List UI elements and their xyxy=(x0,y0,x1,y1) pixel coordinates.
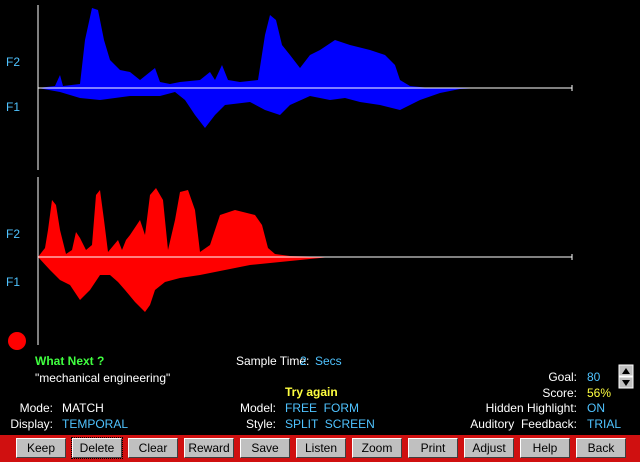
toolbar-button[interactable]: Help xyxy=(520,438,570,458)
toolbar-button[interactable]: Listen xyxy=(296,438,346,458)
setting-label: Hidden Highlight: xyxy=(485,401,577,415)
goal-value: 80 xyxy=(587,370,601,384)
setting-value: ON xyxy=(587,401,605,415)
sample-time-value: 2 xyxy=(300,354,307,368)
toolbar-button[interactable]: Save xyxy=(240,438,290,458)
goal-label: Goal: xyxy=(548,370,577,384)
f1-label: F1 xyxy=(6,100,21,114)
setting-label: Display: xyxy=(10,417,53,431)
user-contour xyxy=(38,188,330,312)
toolbar-button[interactable]: Keep xyxy=(16,438,66,458)
toolbar-button[interactable]: Adjust xyxy=(464,438,514,458)
score-value: 56% xyxy=(587,386,612,400)
button-bar: Keep Delete Clear Reward Save Listen Zoom Print… xyxy=(0,435,640,462)
toolbar-button[interactable]: Reward xyxy=(184,438,234,458)
prompt-title: What Next ? xyxy=(35,354,105,368)
setting-value: SPLIT SCREEN xyxy=(285,417,375,431)
lower-plot xyxy=(37,177,573,345)
sample-time-label: Sample Time: xyxy=(236,354,310,368)
setting-value: TEMPORAL xyxy=(62,417,129,431)
setting-label: Auditory Feedback: xyxy=(470,417,577,431)
f1-label: F1 xyxy=(6,275,21,289)
setting-value: TRIAL xyxy=(587,417,622,431)
display-area xyxy=(8,5,634,389)
upper-plot xyxy=(37,5,573,170)
f2-label: F2 xyxy=(6,227,21,241)
setting-value: FREE FORM xyxy=(285,401,359,415)
model-contour xyxy=(38,8,480,128)
toolbar-button[interactable]: Delete xyxy=(71,437,123,459)
goal-spinner[interactable] xyxy=(618,364,634,389)
setting-value: MATCH xyxy=(62,401,104,415)
sample-time-unit: Secs xyxy=(315,354,342,368)
f2-label: F2 xyxy=(6,55,21,69)
toolbar-button[interactable]: Back xyxy=(576,438,626,458)
score-label: Score: xyxy=(542,386,577,400)
setting-label: Mode: xyxy=(19,401,53,415)
prompt-phrase: "mechanical engineering" xyxy=(35,371,171,385)
toolbar-button[interactable]: Clear xyxy=(128,438,178,458)
setting-label: Model: xyxy=(239,401,276,415)
toolbar-button[interactable]: Print xyxy=(408,438,458,458)
toolbar-button[interactable]: Zoom xyxy=(352,438,402,458)
feedback: Try again xyxy=(285,385,338,399)
record-indicator[interactable] xyxy=(8,332,26,350)
setting-label: Style: xyxy=(245,417,276,431)
